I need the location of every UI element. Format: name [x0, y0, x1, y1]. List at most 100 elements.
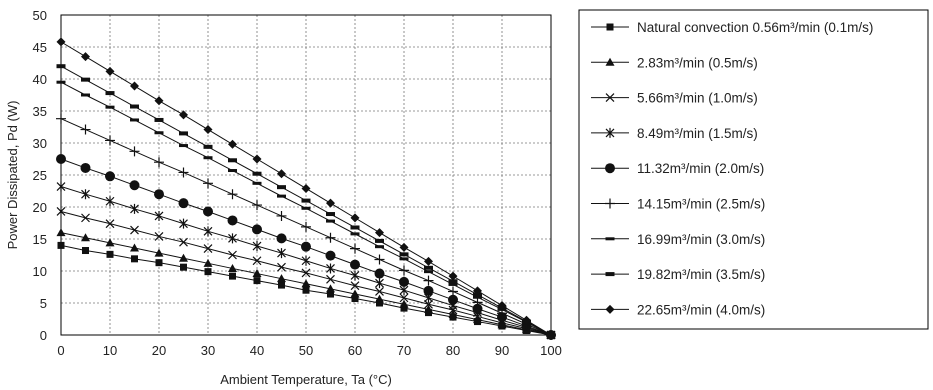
- data-point-marker: [227, 215, 238, 226]
- data-point-marker: [179, 237, 188, 247]
- data-point-marker: [277, 185, 286, 190]
- legend-item: 2.83m³/min (0.5m/s): [591, 55, 758, 70]
- data-point-marker: [522, 315, 531, 325]
- data-point-marker: [326, 263, 335, 274]
- data-point-marker: [228, 263, 237, 272]
- data-point-marker: [203, 258, 213, 267]
- legend-label: 5.66m³/min (1.0m/s): [637, 91, 758, 106]
- data-point-marker: [56, 228, 66, 237]
- data-point-marker: [105, 135, 115, 146]
- data-point-marker: [350, 270, 360, 281]
- data-point-marker: [301, 241, 311, 252]
- data-point-marker: [605, 93, 615, 103]
- data-point-marker: [605, 304, 615, 314]
- data-point-marker: [350, 213, 360, 223]
- data-point-marker: [423, 285, 434, 296]
- x-tick-label: 60: [348, 343, 362, 358]
- data-point-marker: [448, 271, 458, 281]
- data-point-marker: [350, 259, 360, 270]
- legend-item: 16.99m³/min (3.0m/s): [591, 232, 765, 247]
- data-point-marker: [252, 224, 262, 235]
- data-point-marker: [424, 256, 433, 266]
- x-tick-labels: 0 10 20 30 40 50 60 70 80 90 100: [57, 343, 561, 358]
- data-point-marker: [203, 206, 213, 217]
- data-point-marker: [80, 124, 91, 135]
- data-point-marker: [399, 276, 409, 287]
- y-tick-label: 50: [33, 8, 47, 23]
- data-point-marker: [178, 198, 189, 209]
- legend-label: 11.32m³/min (2.0m/s): [637, 161, 764, 176]
- data-point-marker: [399, 265, 409, 276]
- x-tick-label: 100: [540, 343, 562, 358]
- data-point-marker: [82, 247, 89, 255]
- data-point-marker: [327, 290, 334, 298]
- legend-label: 14.15m³/min (2.5m/s): [637, 197, 765, 212]
- data-point-marker: [605, 237, 615, 241]
- data-point-marker: [424, 299, 433, 309]
- data-point-marker: [105, 238, 115, 247]
- data-point-marker: [376, 299, 383, 307]
- data-point-marker: [605, 127, 615, 138]
- data-point-marker: [375, 228, 384, 238]
- data-point-marker: [131, 255, 138, 263]
- data-point-marker: [301, 268, 311, 278]
- legend-label: 19.82m³/min (3.5m/s): [637, 267, 765, 282]
- data-point-marker: [448, 310, 458, 319]
- data-point-marker: [228, 158, 237, 163]
- data-point-marker: [400, 304, 408, 312]
- data-point-marker: [154, 117, 164, 122]
- data-point-marker: [130, 203, 139, 214]
- data-point-marker: [228, 233, 237, 244]
- legend-item: Natural convection 0.56m³/min (0.1m/s): [591, 20, 873, 35]
- x-tick-label: 30: [201, 343, 215, 358]
- data-point-marker: [154, 131, 164, 135]
- data-point-marker: [277, 248, 286, 259]
- x-tick-label: 0: [57, 343, 64, 358]
- data-point-marker: [154, 232, 164, 241]
- data-point-marker: [179, 218, 188, 229]
- data-point-marker: [350, 232, 360, 236]
- data-point-marker: [301, 279, 311, 288]
- y-tick-label: 45: [33, 40, 47, 55]
- y-tick-label: 40: [33, 72, 47, 87]
- data-point-marker: [278, 281, 285, 289]
- y-tick-labels: 0 5 10 15 20 25 30 35 40 45 50: [33, 8, 47, 343]
- series-7: [56, 80, 556, 337]
- series-6: [56, 113, 556, 340]
- data-point-marker: [374, 254, 385, 265]
- data-point-marker: [497, 301, 507, 311]
- data-point-marker: [179, 131, 188, 136]
- data-point-marker: [473, 295, 482, 299]
- data-point-marker: [448, 279, 458, 284]
- data-point-marker: [252, 269, 262, 278]
- y-tick-label: 30: [33, 136, 47, 151]
- data-point-marker: [227, 189, 238, 200]
- data-point-marker: [80, 162, 91, 173]
- data-point-marker: [154, 210, 164, 221]
- data-point-marker: [180, 263, 187, 271]
- x-tick-label: 20: [152, 343, 166, 358]
- legend-box: [578, 9, 929, 330]
- legend-label: Natural convection 0.56m³/min (0.1m/s): [637, 20, 873, 35]
- data-point-marker: [301, 206, 311, 210]
- data-point-marker: [326, 219, 335, 223]
- data-point-marker: [350, 243, 360, 254]
- data-point-marker: [448, 282, 458, 286]
- data-point-marker: [81, 77, 90, 82]
- data-point-marker: [473, 315, 482, 324]
- x-tick-label: 70: [397, 343, 411, 358]
- data-point-marker: [472, 297, 483, 308]
- data-point-marker: [375, 278, 384, 289]
- data-point-marker: [105, 105, 115, 109]
- data-point-marker: [252, 171, 262, 176]
- data-point-marker: [277, 169, 286, 179]
- data-point-marker: [276, 210, 287, 221]
- data-point-marker: [302, 286, 310, 294]
- data-point-marker: [325, 232, 336, 243]
- y-tick-label: 35: [33, 104, 47, 119]
- data-point-marker: [130, 104, 139, 109]
- legend-label: 2.83m³/min (0.5m/s): [637, 55, 758, 70]
- x-tick-label: 40: [250, 343, 264, 358]
- data-point-marker: [472, 303, 483, 314]
